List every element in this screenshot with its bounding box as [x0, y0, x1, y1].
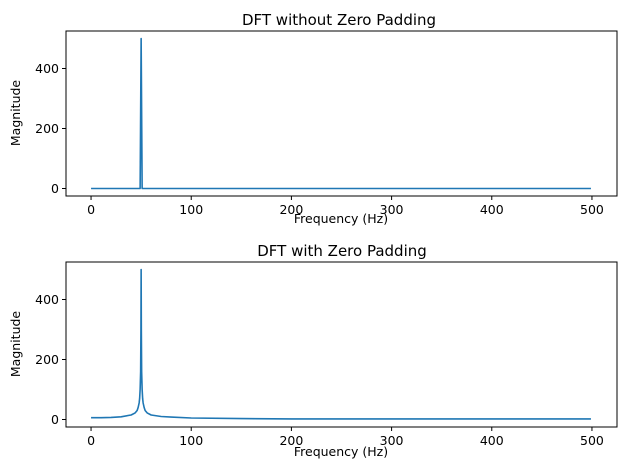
subplot-bottom: DFT with Zero Padding 0 100 200 300 400 500 0 2…	[8, 242, 618, 459]
subplot-bottom-xtick-label: 0	[87, 433, 95, 448]
subplot-top-xtick-label: 100	[179, 202, 203, 217]
subplot-top-plot-area: 0 100 200 300 400 500 0 200 400	[35, 37, 604, 217]
subplot-bottom-title: DFT with Zero Padding	[257, 242, 427, 260]
subplot-bottom-axes-frame	[65, 261, 618, 428]
subplot-top-ylabel: Magnitude	[8, 80, 23, 147]
subplot-bottom-ytick-label: 0	[51, 412, 59, 427]
subplot-bottom-plot-area: 0 100 200 300 400 500 0 200 400	[35, 268, 604, 448]
subplot-bottom-ytick-label: 200	[35, 352, 59, 367]
subplot-bottom-ytick-label: 400	[35, 292, 59, 307]
subplot-top-xtick-label: 300	[380, 202, 404, 217]
subplot-top-ytick-label: 400	[35, 61, 59, 76]
subplot-top-xtick-label: 400	[480, 202, 504, 217]
subplot-bottom-xlabel: Frequency (Hz)	[294, 444, 388, 459]
subplot-bottom-xtick-label: 300	[380, 433, 404, 448]
subplot-top-xtick-label: 500	[580, 202, 604, 217]
subplot-top-series-line-0	[91, 37, 591, 190]
subplot-bottom-xtick-label: 200	[279, 433, 303, 448]
subplot-top-xtick-label: 0	[87, 202, 95, 217]
subplot-bottom-ylabel: Magnitude	[8, 311, 23, 378]
subplot-bottom-xtick-label: 500	[580, 433, 604, 448]
subplot-top-ytick-label: 0	[51, 181, 59, 196]
subplot-bottom-xtick-label: 100	[179, 433, 203, 448]
subplot-bottom-xtick-label: 400	[480, 433, 504, 448]
subplot-top-xtick-label: 200	[279, 202, 303, 217]
subplot-top: DFT without Zero Padding 0 100 200 300 400 50…	[8, 11, 618, 226]
subplot-top-title: DFT without Zero Padding	[242, 11, 436, 29]
subplot-top-xlabel: Frequency (Hz)	[294, 211, 388, 226]
subplot-top-ytick-label: 200	[35, 121, 59, 136]
subplot-top-axes-frame	[65, 30, 618, 197]
subplot-bottom-series-line-0	[91, 268, 591, 420]
